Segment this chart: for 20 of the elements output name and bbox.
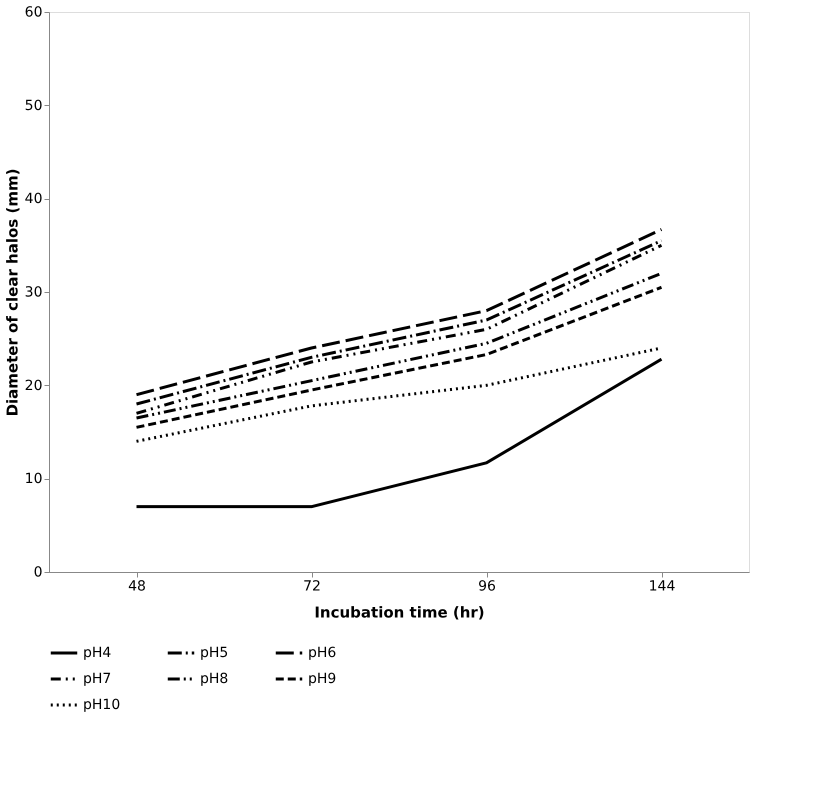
legend-label: pH5 — [200, 645, 228, 661]
legend-label: pH4 — [83, 645, 112, 661]
legend-label: pH7 — [83, 671, 112, 687]
legend-label: pH10 — [83, 697, 120, 713]
y-tick-label: 20 — [24, 378, 42, 394]
x-tick-label: 48 — [128, 578, 146, 594]
y-tick-label: 40 — [24, 191, 42, 208]
y-axis-title: Diameter of clear halos (mm) — [4, 168, 22, 416]
x-tick-label: 72 — [303, 578, 321, 594]
y-tick-label: 10 — [24, 471, 42, 488]
legend-label: pH8 — [200, 671, 228, 687]
x-tick-label: 144 — [648, 578, 676, 594]
y-tick-label: 0 — [34, 564, 42, 580]
y-tick-label: 30 — [24, 284, 42, 300]
y-tick-label: 60 — [24, 4, 42, 20]
legend-label: pH9 — [308, 671, 336, 687]
x-axis-title: Incubation time (hr) — [314, 604, 485, 622]
x-tick-label: 96 — [478, 578, 496, 594]
y-tick-label: 50 — [24, 98, 42, 114]
legend-label: pH6 — [308, 645, 336, 661]
